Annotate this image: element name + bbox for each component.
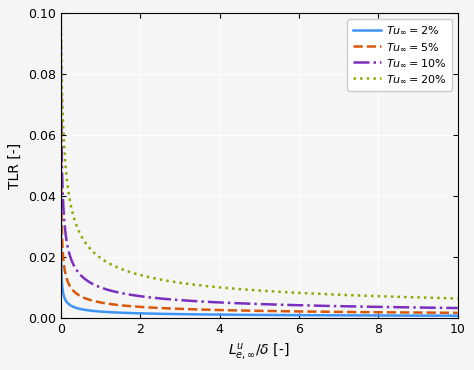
$Tu_{\infty} = 20\%$ [228,286,233,290]
Legend: $Tu_{\infty} = 2\%$, $Tu_{\infty} = 5\%$, $Tu_{\infty} = 10\%$, $Tu_{\infty} = 2: $Tu_{\infty} = 2\%$, $Tu_{\infty} = 5\%$… [347,19,452,91]
$Tu_{\infty} = 20\%$ [455,296,461,301]
$Tu_{\infty} = 10\%$ [58,11,64,16]
Y-axis label: TLR [-]: TLR [-] [9,142,22,189]
$Tu_{\infty} = 5\%$ [127,304,132,308]
X-axis label: $L_{e,\infty}^{u}/\delta$ [-]: $L_{e,\infty}^{u}/\delta$ [-] [228,341,290,361]
$Tu_{\infty} = 2\%$ [58,11,64,16]
$Tu_{\infty} = 20\%$ [447,296,453,300]
$Tu_{\infty} = 10\%$ [455,306,461,310]
$Tu_{\infty} = 2\%$ [228,313,233,317]
$Tu_{\infty} = 10\%$ [447,306,453,310]
$Tu_{\infty} = 20\%$ [210,285,216,289]
$Tu_{\infty} = 10\%$ [404,305,410,310]
$Tu_{\infty} = 2\%$ [103,310,109,314]
$Tu_{\infty} = 2\%$ [447,313,453,318]
$Tu_{\infty} = 5\%$ [404,310,410,315]
$Tu_{\infty} = 10\%$ [127,292,132,297]
$Tu_{\infty} = 5\%$ [58,11,64,16]
$Tu_{\infty} = 10\%$ [103,287,109,292]
$Tu_{\infty} = 5\%$ [210,308,216,312]
Line: $Tu_{\infty} = 5\%$: $Tu_{\infty} = 5\%$ [61,13,458,313]
$Tu_{\infty} = 20\%$ [58,11,64,16]
$Tu_{\infty} = 5\%$ [103,301,109,306]
$Tu_{\infty} = 5\%$ [447,310,453,315]
$Tu_{\infty} = 20\%$ [404,295,410,299]
Line: $Tu_{\infty} = 20\%$: $Tu_{\infty} = 20\%$ [61,13,458,299]
$Tu_{\infty} = 5\%$ [455,311,461,315]
$Tu_{\infty} = 2\%$ [127,311,132,315]
$Tu_{\infty} = 5\%$ [228,308,233,313]
$Tu_{\infty} = 2\%$ [404,313,410,318]
$Tu_{\infty} = 20\%$ [127,270,132,274]
$Tu_{\infty} = 2\%$ [210,312,216,317]
$Tu_{\infty} = 10\%$ [228,301,233,305]
$Tu_{\infty} = 20\%$ [103,259,109,264]
Line: $Tu_{\infty} = 2\%$: $Tu_{\infty} = 2\%$ [61,14,458,316]
Line: $Tu_{\infty} = 10\%$: $Tu_{\infty} = 10\%$ [61,13,458,308]
$Tu_{\infty} = 2\%$ [455,313,461,318]
$Tu_{\infty} = 10\%$ [210,300,216,305]
